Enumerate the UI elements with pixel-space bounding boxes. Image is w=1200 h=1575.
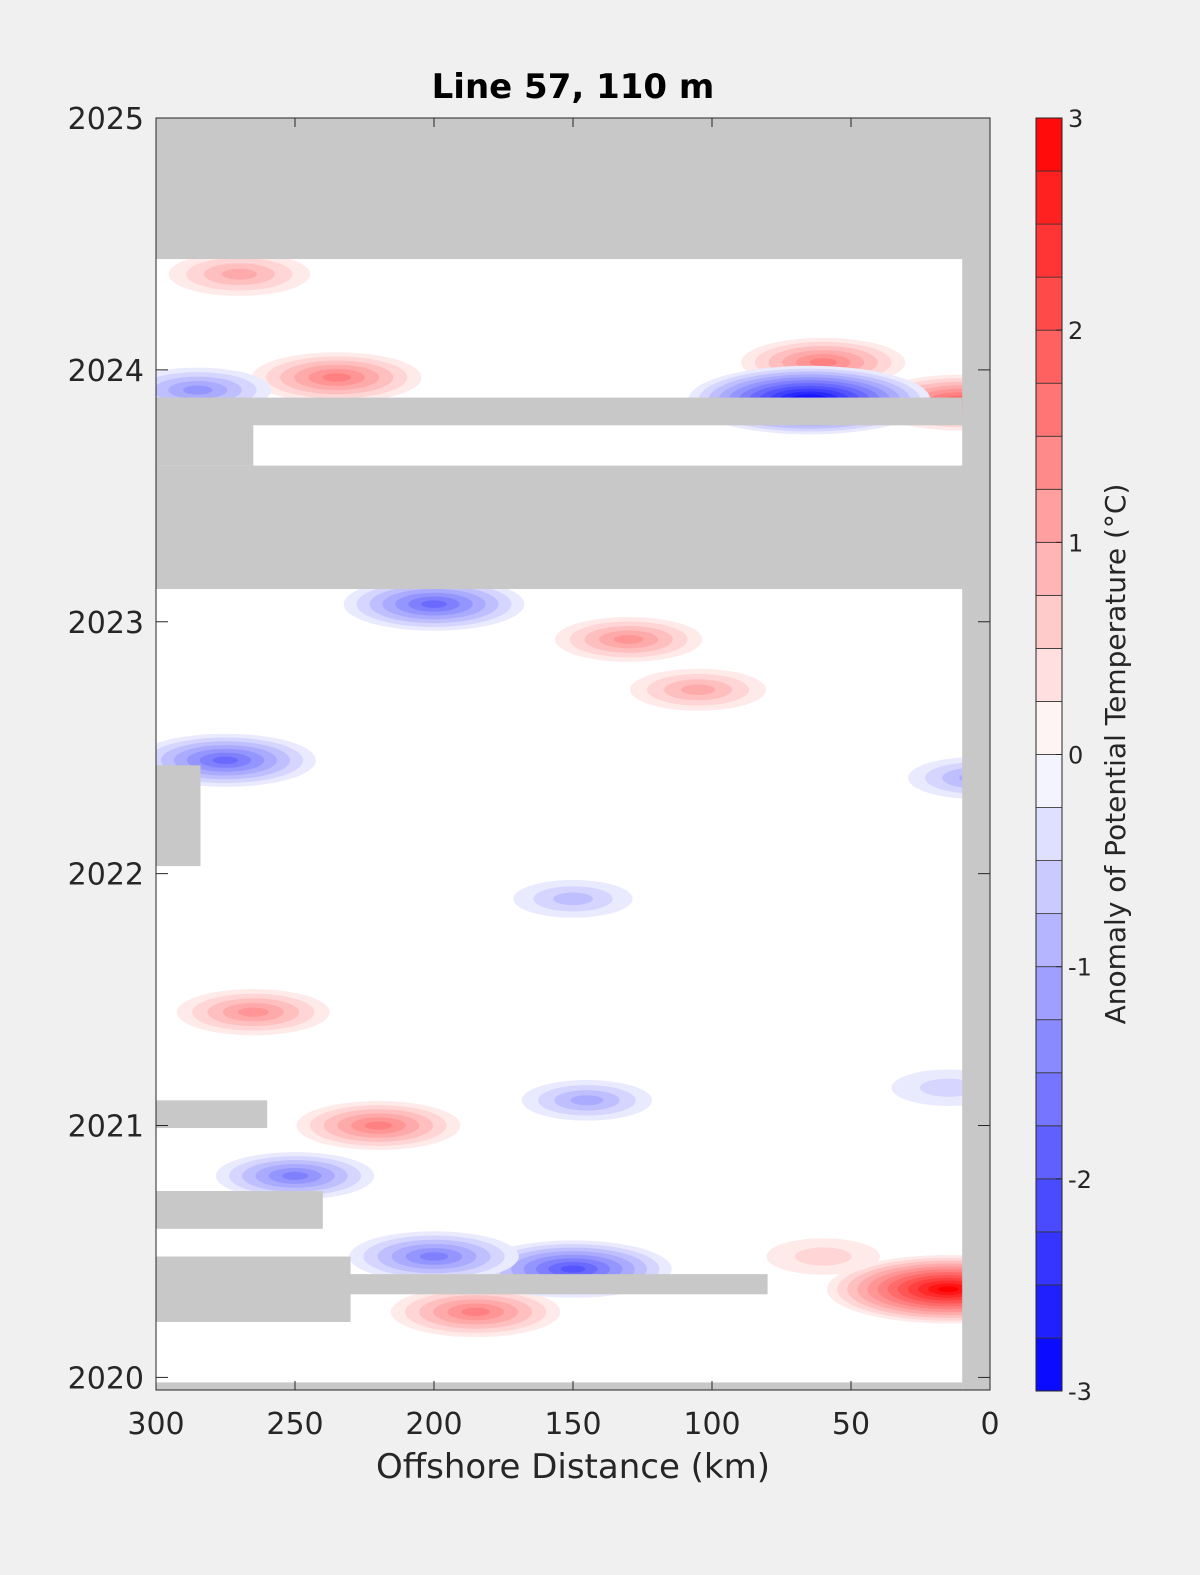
anomaly-contour bbox=[681, 684, 716, 696]
missing-data-region bbox=[962, 118, 990, 1390]
colorbar: -3 -2 -1 0 1 2 3 bbox=[1035, 105, 1092, 1406]
colorbar-label: Anomaly of Potential Temperature (°C) bbox=[1099, 484, 1132, 1025]
x-tick-label: 0 bbox=[980, 1407, 999, 1442]
colorbar-segment bbox=[1035, 701, 1063, 755]
x-tick-label: 50 bbox=[832, 1407, 870, 1442]
y-tick-label: 2022 bbox=[68, 858, 144, 893]
colorbar-segment bbox=[1035, 223, 1063, 278]
y-tick-label: 2021 bbox=[68, 1110, 144, 1145]
colorbar-segment bbox=[1035, 1337, 1063, 1392]
colorbar-segment bbox=[1035, 1125, 1063, 1180]
anomaly-contour bbox=[419, 1252, 449, 1261]
anomaly-contour bbox=[938, 1286, 959, 1293]
y-tick-label: 2025 bbox=[68, 102, 144, 137]
x-tick-label: 300 bbox=[127, 1407, 184, 1442]
anomaly-contour bbox=[794, 1247, 852, 1266]
colorbar-segment bbox=[1035, 435, 1063, 490]
colorbar-segment bbox=[1035, 754, 1063, 808]
anomaly-contour bbox=[364, 1121, 393, 1130]
anomaly-contour bbox=[560, 1265, 586, 1273]
colorbar-segment bbox=[1035, 594, 1063, 649]
colorbar-segment bbox=[1035, 541, 1063, 596]
colorbar-segment bbox=[1035, 1178, 1063, 1233]
x-tick-label: 200 bbox=[405, 1407, 462, 1442]
colorbar-segment bbox=[1035, 913, 1063, 968]
y-axis: 2020 2021 2022 2023 2024 2025 bbox=[68, 102, 990, 1396]
colorbar-segment bbox=[1035, 860, 1063, 915]
colorbar-tick-label: -2 bbox=[1068, 1166, 1092, 1194]
colorbar-segment bbox=[1035, 170, 1063, 225]
colorbar-tick-label: -1 bbox=[1068, 954, 1092, 982]
y-tick-label: 2024 bbox=[68, 354, 144, 389]
anomaly-contour bbox=[182, 385, 213, 395]
missing-data-region bbox=[156, 1382, 963, 1390]
colorbar-segment bbox=[1035, 276, 1063, 331]
colorbar-segment bbox=[1035, 1019, 1063, 1074]
missing-data-region bbox=[156, 765, 201, 867]
colorbar-tick-label: -3 bbox=[1068, 1378, 1092, 1406]
missing-data-region bbox=[156, 1100, 268, 1129]
colorbar-segment bbox=[1035, 1231, 1063, 1286]
colorbar-segment bbox=[1035, 382, 1063, 437]
anomaly-contour bbox=[221, 268, 258, 280]
missing-data-region bbox=[156, 397, 963, 426]
anomaly-contour bbox=[421, 600, 447, 608]
missing-data-regions bbox=[156, 118, 990, 1390]
colorbar-segment bbox=[1035, 1284, 1063, 1339]
x-axis-label: Offshore Distance (km) bbox=[376, 1447, 770, 1487]
colorbar-segment bbox=[1035, 117, 1063, 172]
missing-data-region bbox=[156, 1191, 323, 1229]
anomaly-contour bbox=[613, 634, 644, 644]
anomaly-contour bbox=[281, 1171, 309, 1180]
anomaly-contour bbox=[238, 1007, 269, 1017]
colorbar-segment bbox=[1035, 648, 1063, 702]
colorbar-segment bbox=[1035, 329, 1063, 384]
missing-data-region bbox=[156, 118, 990, 260]
x-axis: 300 250 200 150 100 50 0 bbox=[127, 118, 1000, 1442]
colorbar-segment bbox=[1035, 807, 1063, 861]
anomaly-contour bbox=[553, 892, 593, 906]
missing-data-region bbox=[156, 465, 990, 590]
anomaly-contour bbox=[809, 358, 837, 367]
y-tick-label: 2023 bbox=[68, 606, 144, 641]
colorbar-tick-label: 1 bbox=[1068, 529, 1083, 557]
anomaly-contour bbox=[570, 1095, 604, 1106]
chart-title: Line 57, 110 m bbox=[432, 67, 715, 107]
x-tick-label: 250 bbox=[266, 1407, 323, 1442]
x-tick-label: 150 bbox=[544, 1407, 601, 1442]
colorbar-tick-label: 0 bbox=[1068, 742, 1083, 770]
colorbar-segment bbox=[1035, 1072, 1063, 1127]
colorbar-tick-label: 2 bbox=[1068, 317, 1083, 345]
anomaly-contour bbox=[322, 373, 351, 382]
anomaly-contour bbox=[461, 1307, 490, 1317]
colorbar-segment bbox=[1035, 966, 1063, 1021]
colorbar-segment bbox=[1035, 488, 1063, 543]
missing-data-region bbox=[156, 1256, 351, 1322]
x-tick-label: 100 bbox=[683, 1407, 740, 1442]
y-tick-label: 2020 bbox=[68, 1361, 144, 1396]
anomaly-contour bbox=[212, 756, 239, 765]
missing-data-region bbox=[156, 397, 254, 466]
colorbar-tick-label: 3 bbox=[1068, 105, 1083, 133]
